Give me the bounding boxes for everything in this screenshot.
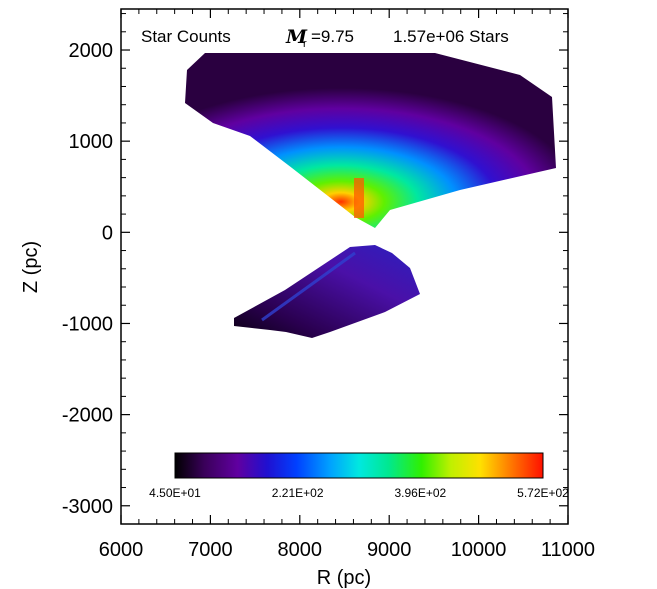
heatmap-data xyxy=(185,53,556,338)
x-tick-label: 6000 xyxy=(99,539,144,561)
colorbar: 4.50E+01 2.21E+02 3.96E+02 5.72E+02 xyxy=(149,452,569,500)
x-tick-label: 8000 xyxy=(278,539,323,561)
title-mag-symbol: M xyxy=(285,26,308,48)
x-tick-label: 10000 xyxy=(451,539,507,561)
y-tick-label: -3000 xyxy=(62,496,113,518)
colorbar-gradient xyxy=(174,452,544,479)
title-prefix: Star Counts xyxy=(141,27,231,46)
colorbar-tick-label: 3.96E+02 xyxy=(394,486,446,500)
y-tick-label: 2000 xyxy=(69,40,114,62)
heatmap-upper-wedge xyxy=(185,53,556,228)
y-tick-label: 1000 xyxy=(69,131,114,153)
y-tick-label: -1000 xyxy=(62,313,113,335)
plot-frame xyxy=(120,8,569,525)
colorbar-tick-label: 2.21E+02 xyxy=(272,486,324,500)
heatmap-lower-wedge xyxy=(234,245,420,338)
x-tick-label: 11000 xyxy=(541,539,595,561)
title-mag-value: =9.75 xyxy=(311,27,354,46)
title-count: 1.57e+06 Stars xyxy=(393,27,509,46)
colorbar-tick-label: 4.50E+01 xyxy=(149,486,201,500)
y-tick-label: -2000 xyxy=(62,405,113,427)
x-axis-title: R (pc) xyxy=(317,567,371,589)
y-tick-label: 0 xyxy=(102,222,113,244)
colorbar-tick-label: 5.72E+02 xyxy=(517,486,569,500)
title-mag-subscript: r xyxy=(303,38,307,50)
heatmap-core xyxy=(354,178,364,218)
x-tick-label: 9000 xyxy=(367,539,412,561)
x-tick-label: 7000 xyxy=(188,539,233,561)
y-axis-title: Z (pc) xyxy=(20,241,42,293)
